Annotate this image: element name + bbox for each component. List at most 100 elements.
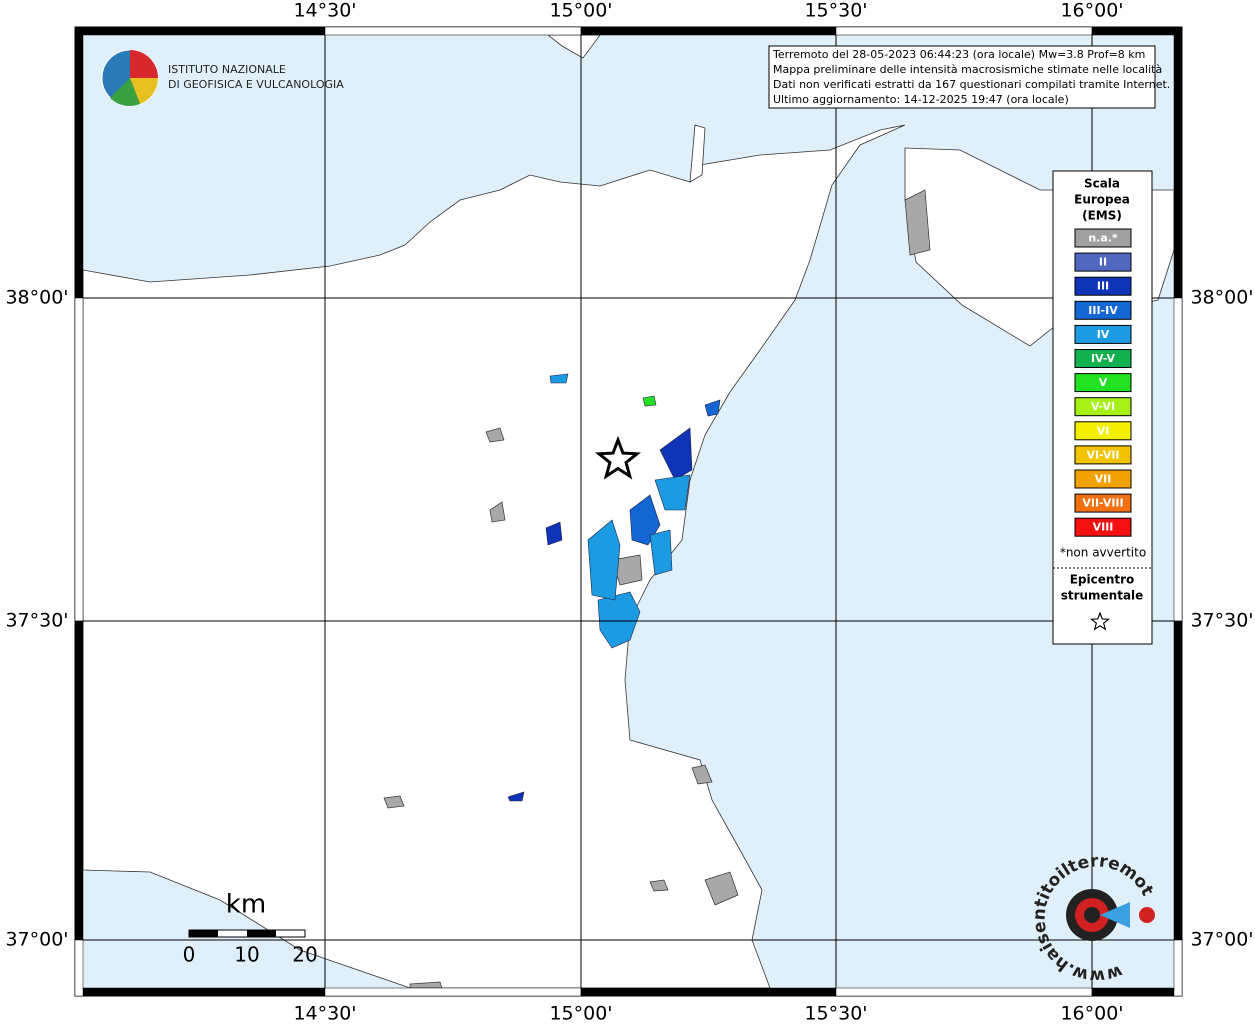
legend-epicenter: Epicentro: [1070, 573, 1135, 587]
lat-label: 37°00': [1190, 929, 1253, 951]
frame-segment: [1173, 939, 1183, 997]
tick-labels: 14°30' 14°30' 15°00' 15°00' 15°30' 15°30' 16°0…: [5, 0, 1253, 1024]
frame-segment: [74, 26, 84, 299]
frame-segment: [835, 26, 1093, 36]
town: [485, 427, 505, 443]
legend-label: IV-V: [1091, 352, 1116, 365]
intensity-area: [507, 791, 525, 802]
legend-swatch: [1074, 397, 1132, 417]
lon-label: 16°00': [1060, 0, 1123, 22]
legend-title: (EMS): [1082, 209, 1122, 223]
lon-label: 15°30': [804, 1003, 867, 1024]
legend-swatch: [1074, 276, 1132, 296]
intensity-area: [649, 529, 673, 576]
legend-swatch: [1074, 300, 1132, 320]
legend-swatch: [1074, 445, 1132, 465]
info-box: Terremoto del 28-05-2023 06:44:23 (ora l…: [768, 45, 1170, 109]
scale-label: 0: [183, 943, 196, 967]
lon-label: 15°00': [549, 1003, 612, 1024]
frame-segment: [74, 987, 326, 997]
logo-segment: [110, 78, 140, 107]
town: [383, 795, 405, 809]
lat-label: 38°00': [1190, 287, 1253, 309]
scale-block: [189, 930, 218, 937]
badge-dot: [1139, 907, 1155, 923]
calabria-north: [547, 35, 601, 59]
legend-swatch: [1074, 421, 1132, 441]
frame-segment: [580, 26, 837, 36]
legend-note: *non avvertito: [1060, 546, 1146, 560]
badge-ring: [1084, 907, 1100, 923]
info-line: Dati non verificati estratti da 167 ques…: [773, 78, 1170, 91]
town: [409, 981, 443, 988]
frame-segment: [324, 987, 582, 997]
legend-swatch: [1074, 324, 1132, 344]
lon-label: 15°30': [804, 0, 867, 22]
frame: [74, 26, 1183, 997]
legend-label: V-VI: [1091, 400, 1115, 413]
lon-label: 15°00': [549, 0, 612, 22]
intensity-area: [704, 399, 721, 417]
frame-segment: [1173, 620, 1183, 941]
logo-line: ISTITUTO NAZIONALE: [168, 63, 286, 76]
town: [489, 501, 506, 523]
frame-segment: [835, 987, 1093, 997]
epicenter-star: [594, 435, 642, 480]
legend-swatch: [1074, 469, 1132, 489]
ingv-logo: ISTITUTO NAZIONALE DI GEOFISICA E VULCAN…: [101, 49, 344, 107]
frame-segment: [1173, 26, 1183, 299]
intensity-area: [642, 395, 657, 407]
frame-segment: [74, 297, 84, 622]
logo-segment: [130, 50, 158, 78]
scale-label: 10: [234, 943, 259, 967]
frame-segment: [74, 620, 84, 941]
legend-title: Europea: [1074, 193, 1130, 207]
legend-swatch: [1074, 373, 1132, 393]
legend-label: III: [1097, 280, 1109, 293]
info-line: Mappa preliminare delle intensità macros…: [773, 63, 1162, 76]
legend-title: Scala: [1084, 177, 1120, 191]
intensity-area: [597, 591, 641, 649]
frame-segment: [1091, 26, 1183, 36]
legend-label: VII: [1095, 473, 1112, 486]
legend-label: VII-VIII: [1082, 497, 1123, 510]
lon-label: 16°00': [1060, 1003, 1123, 1024]
legend-swatch: [1074, 252, 1132, 272]
logo-segment: [130, 78, 158, 104]
intensity-area: [659, 427, 693, 481]
lon-label: 14°30': [293, 0, 356, 22]
badge-cone: [1100, 902, 1130, 928]
frame-segment: [580, 987, 837, 997]
legend-epicenter: strumentale: [1061, 589, 1144, 603]
intensity-areas: [507, 373, 721, 802]
info-line: Terremoto del 28-05-2023 06:44:23 (ora l…: [772, 48, 1145, 61]
town: [704, 871, 739, 906]
legend-label: IV: [1097, 328, 1110, 341]
lat-label: 37°30': [5, 610, 68, 632]
scale-label: 20: [292, 943, 317, 967]
town: [691, 764, 713, 785]
map-area: [83, 35, 1174, 988]
info-line: Ultimo aggiornamento: 14-12-2025 19:47 (…: [773, 93, 1069, 106]
intensity-area: [549, 373, 569, 384]
legend-label: II: [1099, 256, 1107, 269]
milazzo: [689, 124, 706, 183]
town: [649, 879, 669, 892]
legend-label: VI: [1097, 424, 1110, 437]
frame-segment: [324, 26, 582, 36]
legend-swatch: [1074, 493, 1132, 513]
legend-label: VIII: [1093, 521, 1114, 534]
frame-segment: [1091, 987, 1183, 997]
lagoon: [904, 189, 931, 256]
lat-label: 37°30': [1190, 610, 1253, 632]
legend-star: [1089, 611, 1111, 631]
intensity-area: [545, 521, 563, 546]
legend-swatch: [1074, 517, 1132, 537]
legend-label: III-IV: [1088, 304, 1118, 317]
frame-segment: [1173, 297, 1183, 622]
scale-block: [247, 930, 276, 937]
frame-segment: [74, 26, 326, 36]
lat-label: 37°00': [5, 929, 68, 951]
legend-label: VI-VII: [1086, 448, 1119, 461]
